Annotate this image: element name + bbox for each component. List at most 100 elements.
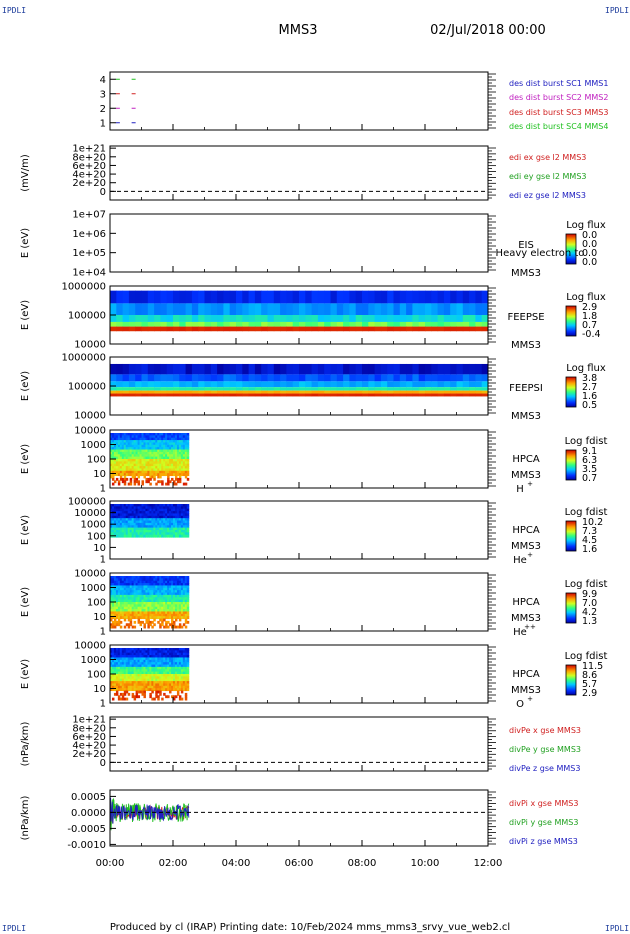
spectrogram-cell [305,374,313,382]
spectrogram-cell [119,456,123,460]
spectrogram-cell [145,454,148,458]
y-tick-label: 1000000 [61,353,106,364]
spectrogram-cell [137,681,141,684]
spectrogram-cell [311,315,319,322]
spectrogram-cell [374,381,382,388]
spectrogram-cell [137,456,141,460]
spectrogram-cell [143,657,146,661]
spectrogram-cell [145,676,148,680]
spectrogram-cell [273,390,281,394]
spectrogram-cell [374,321,382,327]
colorbar-title: Log fdist [565,507,608,518]
spectrogram-cell [159,597,162,601]
spectrogram-cell [254,315,262,322]
spectrogram-cell [163,433,166,436]
spectrogram-cell [437,393,445,397]
spectrogram-cell [261,363,268,375]
spectrogram-cell [180,461,184,465]
spectrogram-cell [143,692,146,696]
spectrogram-cell [210,303,218,315]
spectrogram-cell [127,583,131,586]
spectrogram-cell [173,606,176,610]
spectrogram-cell [180,504,184,507]
spectrogram-cell [153,442,156,446]
spectrogram-cell [141,470,144,474]
spectrogram-cell [151,671,154,675]
spectrogram-cell [165,504,168,507]
spectrogram-cell [159,683,162,687]
spectrogram-cell [151,592,154,596]
spectrogram-cell [149,650,152,654]
spectrogram-cell [176,655,180,658]
spectrogram-cell [182,576,186,579]
spectrogram-cell [119,688,123,692]
spectrogram-cell [165,652,168,656]
x-tick-label: 04:00 [222,858,251,869]
spectrogram-cell [178,459,182,462]
spectrogram-cell [169,681,172,684]
spectrogram-cell [174,435,178,439]
spectrogram-cell [171,585,174,589]
spectrogram-cell [163,678,166,682]
spectrogram-cell [204,303,212,315]
spectrogram-cell [174,482,178,486]
spectrogram-cell [149,583,152,586]
spectrogram-cell [119,447,123,451]
spectrogram-cell [123,442,127,446]
spectrogram-cell [167,447,170,451]
spectrogram-cell [149,590,152,594]
spectrogram-cell [151,522,154,526]
spectrogram-cell [174,451,178,455]
spectrogram-cell [147,520,150,524]
spectrogram-cell [147,442,150,446]
spectrogram-cell [176,587,180,591]
spectrogram-cell [147,461,150,465]
spectrogram-cell [178,477,182,481]
spectrogram-cell [151,655,154,658]
spectrogram-cell [174,461,178,465]
spectrogram-cell [157,506,160,510]
spectrogram-cell [129,580,133,584]
spectrogram-cell [336,363,344,375]
spectrogram-cell [182,454,186,458]
spectrogram-cell [210,363,218,375]
spectrogram-cell [380,390,388,394]
spectrogram-cell [171,597,174,601]
spectrogram-cell [125,447,129,451]
spectrogram-cell [115,435,119,439]
spectrogram-cell [167,590,170,594]
spectrogram-cell [186,513,190,517]
spectrogram-cell [178,606,182,610]
spectrogram-cell [151,435,154,439]
spectrogram-cell [155,648,158,651]
spectrogram-cell [151,459,154,462]
spectrogram-cell [137,435,141,439]
spectrogram-cell [184,527,188,531]
spectrogram-cell [147,449,150,453]
spectrogram-cell [129,522,133,526]
spectrogram-cell [299,326,306,332]
spectrogram-cell [186,669,190,673]
spectrogram-cell [267,315,275,322]
spectrogram-cell [131,530,135,533]
spectrogram-cell [305,290,313,304]
spectrogram-cell [176,525,180,529]
spectrogram-cell [317,363,325,375]
spectrogram-cell [111,666,115,670]
spectrogram-cell [143,688,146,692]
spectrogram-cell [169,655,172,658]
spectrogram-cell [141,652,144,656]
spectrogram-cell [186,525,190,529]
spectrogram-cell [147,437,150,441]
spectrogram-cell [113,616,117,620]
spectrogram-cell [180,576,184,579]
spectrogram-cell [141,435,144,439]
spectrogram-cell [155,690,158,694]
spectrogram-cell [174,442,178,446]
spectrogram-cell [113,583,117,586]
spectrogram-cell [292,374,300,382]
spectrogram-cell [173,659,176,663]
spectrogram-cell [149,580,152,584]
spectrogram-cell [163,466,166,469]
spectrogram-cell [128,303,136,315]
